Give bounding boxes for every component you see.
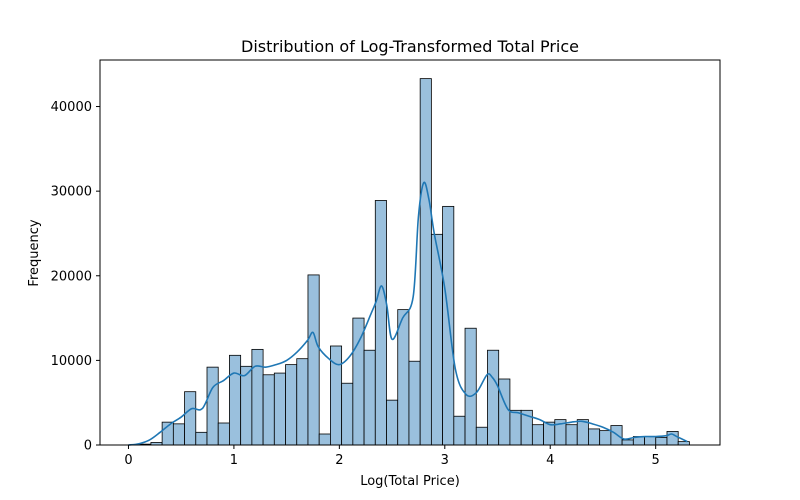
histogram-bar bbox=[184, 391, 197, 446]
histogram-bar bbox=[296, 358, 309, 446]
histogram-bar bbox=[408, 360, 421, 446]
histogram-bar bbox=[217, 422, 230, 446]
histogram-bars bbox=[139, 78, 690, 446]
histogram-bar bbox=[621, 439, 634, 446]
histogram-bar bbox=[655, 436, 668, 446]
histogram-bar bbox=[442, 205, 455, 446]
histogram-bar bbox=[251, 348, 264, 446]
histogram-bar bbox=[386, 399, 399, 446]
x-tick-label: 5 bbox=[652, 453, 660, 468]
histogram-bar bbox=[509, 409, 522, 446]
histogram-bar bbox=[318, 433, 331, 446]
y-axis-label: Frequency bbox=[27, 219, 42, 286]
histogram-bar bbox=[599, 430, 612, 446]
histogram-bar bbox=[195, 431, 208, 446]
plot-frame bbox=[99, 59, 721, 446]
histogram-bar bbox=[475, 426, 488, 446]
histogram-bar bbox=[531, 424, 544, 446]
histogram-bar bbox=[498, 378, 511, 446]
histogram-bar bbox=[273, 372, 286, 446]
x-axis-ticks: 0 1 2 3 4 5 bbox=[124, 445, 660, 468]
histogram-bar bbox=[307, 274, 320, 446]
x-tick-label: 0 bbox=[124, 453, 132, 468]
histogram-bar bbox=[453, 415, 466, 446]
x-tick-label: 4 bbox=[546, 453, 554, 468]
histogram-bar bbox=[229, 354, 242, 446]
histogram-bar bbox=[262, 374, 275, 446]
x-tick-label: 2 bbox=[335, 453, 343, 468]
y-tick-label: 10000 bbox=[51, 354, 92, 369]
histogram-bar bbox=[341, 382, 354, 446]
histogram-bar bbox=[374, 200, 387, 446]
y-tick-label: 40000 bbox=[51, 100, 92, 115]
histogram-bar bbox=[397, 309, 410, 446]
y-tick-label: 0 bbox=[84, 439, 92, 454]
chart-title: Distribution of Log-Transformed Total Pr… bbox=[241, 37, 579, 56]
histogram-bar bbox=[352, 317, 365, 446]
y-axis-ticks: 0 10000 20000 30000 40000 bbox=[51, 100, 100, 454]
histogram-bar bbox=[677, 441, 690, 446]
x-tick-label: 3 bbox=[441, 453, 449, 468]
histogram-bar bbox=[565, 424, 578, 446]
histogram-bar bbox=[487, 349, 500, 446]
y-tick-label: 30000 bbox=[51, 185, 92, 200]
histogram-bar bbox=[363, 349, 376, 446]
histogram-bar bbox=[464, 327, 477, 446]
histogram-bar bbox=[206, 366, 219, 446]
x-tick-label: 1 bbox=[230, 453, 238, 468]
kde-curve bbox=[128, 181, 688, 446]
histogram-bar bbox=[419, 78, 432, 446]
x-axis-label: Log(Total Price) bbox=[360, 474, 460, 489]
y-tick-label: 20000 bbox=[51, 269, 92, 284]
histogram-bar bbox=[576, 419, 589, 446]
histogram-bar bbox=[588, 428, 601, 446]
histogram-bar bbox=[172, 423, 185, 446]
histogram-bar bbox=[285, 364, 298, 446]
histogram-bar bbox=[240, 365, 253, 446]
histogram-bar bbox=[644, 436, 657, 446]
